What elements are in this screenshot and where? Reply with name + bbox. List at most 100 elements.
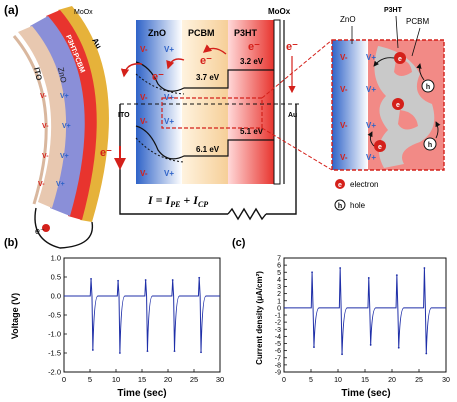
electron-arrow xyxy=(202,44,227,55)
y-tick-label: -2 xyxy=(275,320,281,327)
y-tick-label: 1.0 xyxy=(51,254,61,263)
resistor xyxy=(227,207,267,221)
curved-device: e⁻ MoOx Au P3HT:PCBM ZnO ITO V- V+ V- V+… xyxy=(12,6,109,249)
electron-arrow xyxy=(120,63,143,78)
device-electron-label: e⁻ xyxy=(35,226,45,236)
au-layer xyxy=(58,6,109,222)
chart-c-series-line xyxy=(284,267,446,355)
negative-peak xyxy=(313,346,315,348)
positive-peak xyxy=(423,267,426,269)
y-tick-label: -0.5 xyxy=(48,311,61,320)
positive-peak xyxy=(395,274,398,276)
chart-c-panel-label: (c) xyxy=(232,237,246,249)
legend-hole-label: hole xyxy=(350,201,366,210)
x-tick-label: 20 xyxy=(388,377,396,384)
carrier-arrow xyxy=(416,63,425,81)
moox-bar xyxy=(273,19,281,185)
pcbm-domain xyxy=(374,46,435,168)
electron-circle xyxy=(374,140,386,152)
positive-peak xyxy=(198,276,201,279)
zno-region xyxy=(136,20,182,184)
energy-homo-p3ht: 5.1 eV xyxy=(240,127,264,136)
positive-peak xyxy=(311,271,313,274)
band-electrons: e⁻ e⁻ e⁻ e⁻ xyxy=(152,41,298,83)
lumo-dotted xyxy=(135,73,185,95)
positive-peak xyxy=(90,278,92,280)
x-tick-label: 25 xyxy=(190,375,198,384)
legend-electron-symbol: e xyxy=(338,182,342,189)
band-v-minus: V- xyxy=(140,169,148,178)
y-tick-label: -1.0 xyxy=(48,330,61,339)
y-tick-label: 3 xyxy=(277,284,281,291)
lumo-curve xyxy=(135,61,274,92)
negative-peak xyxy=(425,352,428,355)
blend-v-plus: V+ xyxy=(366,121,376,130)
band-label-pcbm: PCBM xyxy=(188,28,215,38)
electron-arrow xyxy=(166,58,185,70)
carrier-arrow xyxy=(435,121,441,139)
electron-symbol: e xyxy=(396,102,400,109)
label-ito-curved: ITO xyxy=(32,67,44,82)
curved-v-plus: V+ xyxy=(62,123,71,130)
zoom-line xyxy=(261,127,333,171)
zoom-source-box xyxy=(161,97,263,129)
chart-b-ylabel: Voltage (V) xyxy=(10,293,20,339)
hole-circle xyxy=(421,79,435,93)
blend-frame xyxy=(331,39,445,171)
x-tick-label: 0 xyxy=(282,377,286,384)
blend-zoom: ZnO P3HT PCBM V- V+ V- V+ V- V+ V- V+ e xyxy=(331,7,445,171)
p3ht-region xyxy=(228,20,274,184)
y-tick-label: -1.5 xyxy=(48,349,61,358)
band-electron: e⁻ xyxy=(152,71,164,83)
energy-lumo-pcbm: 3.7 eV xyxy=(196,73,220,82)
blend-charges: V- V+ V- V+ V- V+ V- V+ xyxy=(340,53,376,162)
legend-electron-icon xyxy=(335,179,345,189)
y-tick-label: 0 xyxy=(277,305,281,312)
legend-hole-icon xyxy=(334,199,346,211)
y-tick-label: -9 xyxy=(275,370,281,377)
negative-peak xyxy=(91,349,94,351)
chart-c-xlabel: Time (sec) xyxy=(341,388,390,399)
hole-symbol: h xyxy=(426,84,430,91)
positive-peak xyxy=(117,279,119,282)
positive-peak xyxy=(171,279,174,281)
y-tick-label: 0.5 xyxy=(51,273,61,282)
y-tick-label: 2 xyxy=(277,291,281,298)
negative-peak xyxy=(200,351,202,354)
legend-electron-label: electron xyxy=(350,180,378,189)
y-tick-label: -7 xyxy=(275,355,281,362)
blend-v-plus: V+ xyxy=(366,53,376,62)
external-circuit-right xyxy=(266,104,297,215)
hole-circle xyxy=(423,137,437,151)
chart-c-ylabel: Current density (μA/cm²) xyxy=(255,271,264,365)
y-tick-label: -4 xyxy=(275,334,281,341)
y-tick-label: 5 xyxy=(277,270,281,277)
electron-circle xyxy=(394,52,406,64)
device-circuit-wire xyxy=(34,207,94,249)
y-tick-label: -2.0 xyxy=(48,368,61,377)
hole-symbol: h xyxy=(428,142,432,149)
chart-b-panel-label: (b) xyxy=(4,237,18,249)
y-tick-label: 6 xyxy=(277,263,281,270)
band-v-plus: V+ xyxy=(164,117,174,126)
band-v-plus: V+ xyxy=(164,169,174,178)
label-zno-curved: ZnO xyxy=(56,67,68,84)
curved-v-plus: V+ xyxy=(56,181,65,188)
x-tick-label: 5 xyxy=(88,375,92,384)
blend-v-minus: V- xyxy=(340,121,348,130)
blend-v-minus: V- xyxy=(340,53,348,62)
external-circuit xyxy=(119,104,228,215)
current-equation: I = IPE + ICP xyxy=(147,193,208,209)
blend-carriers: e h e e h xyxy=(374,52,437,152)
curved-v-minus: V- xyxy=(38,181,45,188)
negative-peak xyxy=(119,352,121,354)
zoom-line xyxy=(261,39,333,99)
y-tick-label: -1 xyxy=(275,313,281,320)
chart-b-series-line xyxy=(64,277,220,354)
y-tick-label: -3 xyxy=(275,327,281,334)
chart-c-frame xyxy=(283,257,447,373)
curved-charges: V- V+ V- V+ V- V+ V- V+ xyxy=(38,93,71,188)
curved-v-minus: V- xyxy=(42,153,49,160)
y-tick-label: 1 xyxy=(277,298,281,305)
y-tick-label: -8 xyxy=(275,362,281,369)
